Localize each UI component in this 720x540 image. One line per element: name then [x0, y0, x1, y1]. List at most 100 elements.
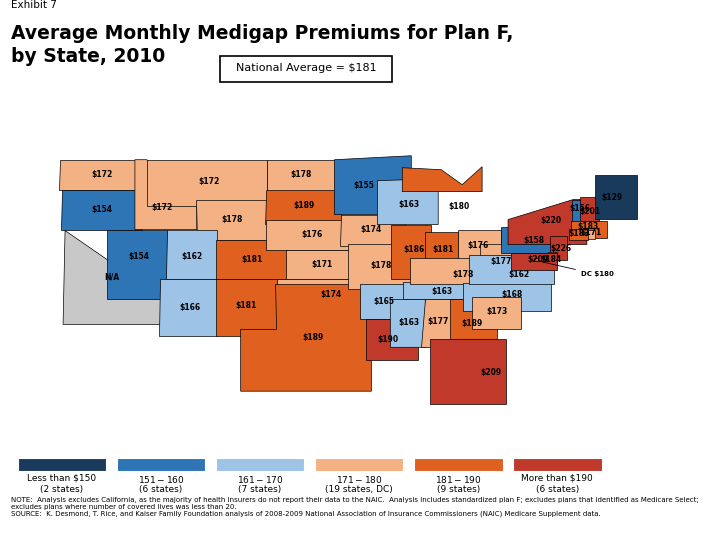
FancyBboxPatch shape — [414, 458, 503, 471]
Text: (9 states): (9 states) — [436, 485, 480, 494]
Polygon shape — [463, 284, 551, 312]
Text: $181: $181 — [433, 245, 454, 254]
Polygon shape — [450, 299, 497, 345]
Text: $172: $172 — [91, 170, 112, 179]
Polygon shape — [569, 228, 588, 240]
Polygon shape — [196, 200, 266, 240]
Polygon shape — [511, 253, 557, 271]
Polygon shape — [390, 299, 426, 347]
Text: $165: $165 — [374, 297, 395, 306]
Text: $161-$170: $161-$170 — [237, 474, 284, 485]
Text: $176: $176 — [467, 241, 489, 250]
Text: NOTE:  Analysis excludes California, as the majority of health insurers do not r: NOTE: Analysis excludes California, as t… — [11, 497, 698, 517]
Text: $186: $186 — [404, 245, 425, 254]
Polygon shape — [392, 225, 431, 279]
Polygon shape — [166, 230, 217, 279]
Text: $189: $189 — [303, 333, 324, 342]
Polygon shape — [286, 249, 361, 279]
Text: $172: $172 — [198, 177, 220, 186]
Polygon shape — [147, 160, 266, 206]
Polygon shape — [548, 252, 557, 266]
Polygon shape — [266, 160, 341, 191]
FancyBboxPatch shape — [315, 458, 403, 471]
Text: $178: $178 — [452, 270, 474, 279]
Text: $171: $171 — [312, 260, 333, 269]
Polygon shape — [61, 190, 142, 230]
Text: (6 states): (6 states) — [536, 485, 579, 494]
Text: $154: $154 — [128, 252, 149, 261]
Text: $155: $155 — [353, 181, 374, 190]
Text: $171-$180: $171-$180 — [336, 474, 382, 485]
Text: $220: $220 — [541, 216, 562, 225]
Text: $177: $177 — [428, 317, 449, 326]
Text: $163: $163 — [399, 200, 420, 209]
Text: $190: $190 — [378, 335, 399, 344]
Text: $209: $209 — [480, 368, 502, 377]
Text: Exhibit 7: Exhibit 7 — [11, 0, 57, 10]
Text: $154: $154 — [91, 205, 112, 214]
Text: $163: $163 — [399, 318, 420, 327]
Text: $201: $201 — [580, 207, 600, 216]
Text: $168: $168 — [501, 290, 523, 299]
Text: $174: $174 — [361, 225, 382, 234]
Text: Average Monthly Medigap Premiums for Plan F,
by State, 2010: Average Monthly Medigap Premiums for Pla… — [11, 24, 513, 65]
Polygon shape — [595, 174, 636, 219]
Polygon shape — [410, 259, 487, 285]
Text: $151-$160: $151-$160 — [138, 474, 184, 485]
Polygon shape — [480, 244, 529, 278]
Text: $173: $173 — [487, 307, 508, 316]
Text: N/A: N/A — [104, 273, 120, 282]
Text: $181-$190: $181-$190 — [435, 474, 482, 485]
Polygon shape — [366, 319, 418, 360]
Polygon shape — [216, 240, 287, 279]
Text: National Average = $181: National Average = $181 — [235, 63, 377, 73]
Text: $178: $178 — [291, 170, 312, 179]
Polygon shape — [135, 160, 197, 230]
Polygon shape — [508, 200, 587, 245]
Polygon shape — [240, 285, 372, 391]
Polygon shape — [472, 298, 521, 329]
Polygon shape — [377, 179, 438, 225]
Text: $174: $174 — [321, 290, 342, 299]
Polygon shape — [266, 220, 354, 249]
Polygon shape — [421, 299, 457, 347]
Text: (19 states, DC): (19 states, DC) — [325, 485, 393, 494]
Polygon shape — [276, 279, 362, 309]
Polygon shape — [431, 339, 506, 404]
Polygon shape — [469, 254, 554, 285]
Polygon shape — [402, 167, 482, 192]
Text: (2 states): (2 states) — [40, 485, 84, 494]
Text: $226: $226 — [550, 244, 572, 253]
Text: $162: $162 — [181, 252, 202, 261]
Polygon shape — [501, 227, 559, 253]
Polygon shape — [361, 285, 410, 319]
Polygon shape — [572, 200, 591, 222]
Polygon shape — [550, 235, 567, 260]
Polygon shape — [159, 279, 217, 336]
Text: More than $190: More than $190 — [521, 474, 593, 483]
Text: $189: $189 — [293, 201, 314, 210]
Text: $178: $178 — [221, 215, 243, 224]
Polygon shape — [458, 230, 501, 266]
Text: $158: $158 — [523, 236, 544, 245]
Polygon shape — [580, 197, 599, 222]
Text: $163: $163 — [432, 287, 453, 296]
Polygon shape — [216, 279, 276, 336]
Text: $177: $177 — [490, 257, 512, 266]
Polygon shape — [426, 232, 458, 272]
Polygon shape — [266, 191, 343, 225]
Text: $172: $172 — [151, 203, 173, 212]
Text: $129: $129 — [601, 193, 622, 202]
Text: $181: $181 — [241, 255, 262, 264]
FancyBboxPatch shape — [17, 458, 107, 471]
Text: $209: $209 — [528, 255, 549, 264]
Text: $184: $184 — [540, 255, 562, 264]
Polygon shape — [63, 231, 166, 325]
Text: (6 states): (6 states) — [140, 485, 183, 494]
Text: $156: $156 — [570, 204, 590, 213]
Polygon shape — [107, 230, 167, 299]
Polygon shape — [587, 230, 595, 239]
Polygon shape — [348, 244, 415, 289]
Polygon shape — [534, 259, 538, 261]
Text: $166: $166 — [179, 303, 200, 312]
